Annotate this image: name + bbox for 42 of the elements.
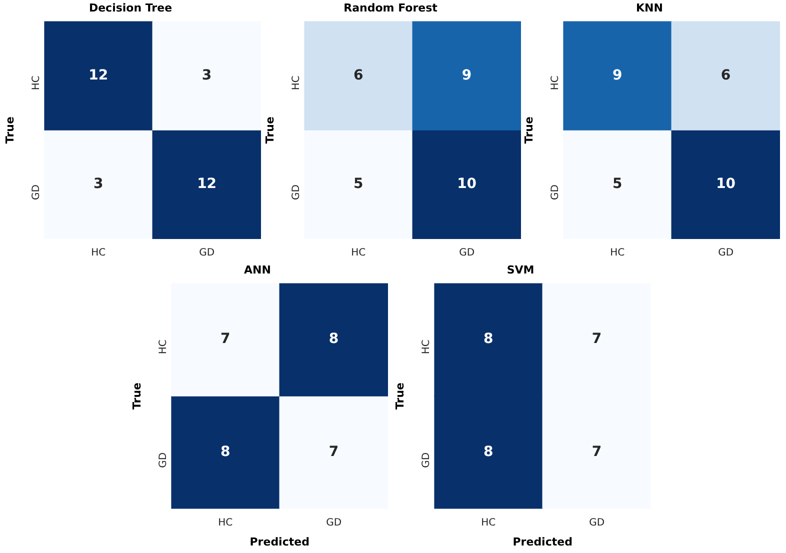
- chart-title: Decision Tree: [88, 1, 172, 14]
- y-axis-title: True: [130, 382, 144, 410]
- chart-title: KNN: [636, 1, 663, 14]
- data-label: 5: [354, 176, 364, 192]
- y-axis-title: True: [263, 116, 276, 144]
- x-tick-label: GD: [589, 517, 605, 528]
- y-axis-title: True: [393, 382, 406, 410]
- chart-title: ANN: [244, 263, 271, 276]
- data-label: 12: [88, 67, 108, 84]
- x-tick-label: HC: [610, 248, 625, 259]
- x-tick-label: GD: [459, 248, 475, 259]
- x-tick-label: GD: [199, 248, 215, 259]
- data-label: 9: [462, 67, 472, 84]
- data-label: 3: [94, 176, 104, 192]
- data-label: 3: [202, 67, 212, 84]
- data-label: 6: [720, 67, 731, 84]
- x-tick-label: GD: [326, 517, 342, 528]
- x-tick-label: HC: [91, 248, 106, 259]
- x-axis-title: Predicted: [512, 535, 572, 548]
- data-label: 5: [612, 176, 622, 192]
- chart-title: SVM: [506, 263, 534, 276]
- data-label: 8: [484, 444, 494, 460]
- x-tick-label: HC: [481, 517, 496, 528]
- data-label: 7: [328, 444, 339, 460]
- data-label: 8: [484, 331, 494, 348]
- x-axis-title: Predicted: [250, 535, 310, 548]
- x-tick-label: HC: [218, 517, 233, 528]
- y-axis-title: True: [522, 116, 536, 144]
- data-label: 7: [592, 444, 602, 460]
- chart-title: Random Forest: [344, 1, 438, 14]
- x-tick-label: HC: [351, 248, 366, 259]
- data-label: 8: [220, 444, 230, 460]
- data-label: 12: [197, 176, 217, 192]
- data-label: 9: [612, 67, 622, 84]
- data-label: 10: [457, 176, 477, 192]
- data-label: 7: [220, 331, 230, 348]
- x-tick-label: GD: [718, 248, 734, 259]
- data-label: 6: [354, 67, 364, 84]
- data-label: 7: [592, 331, 602, 348]
- data-label: 10: [716, 176, 736, 192]
- data-label: 8: [328, 331, 339, 348]
- y-axis-title: True: [3, 116, 16, 144]
